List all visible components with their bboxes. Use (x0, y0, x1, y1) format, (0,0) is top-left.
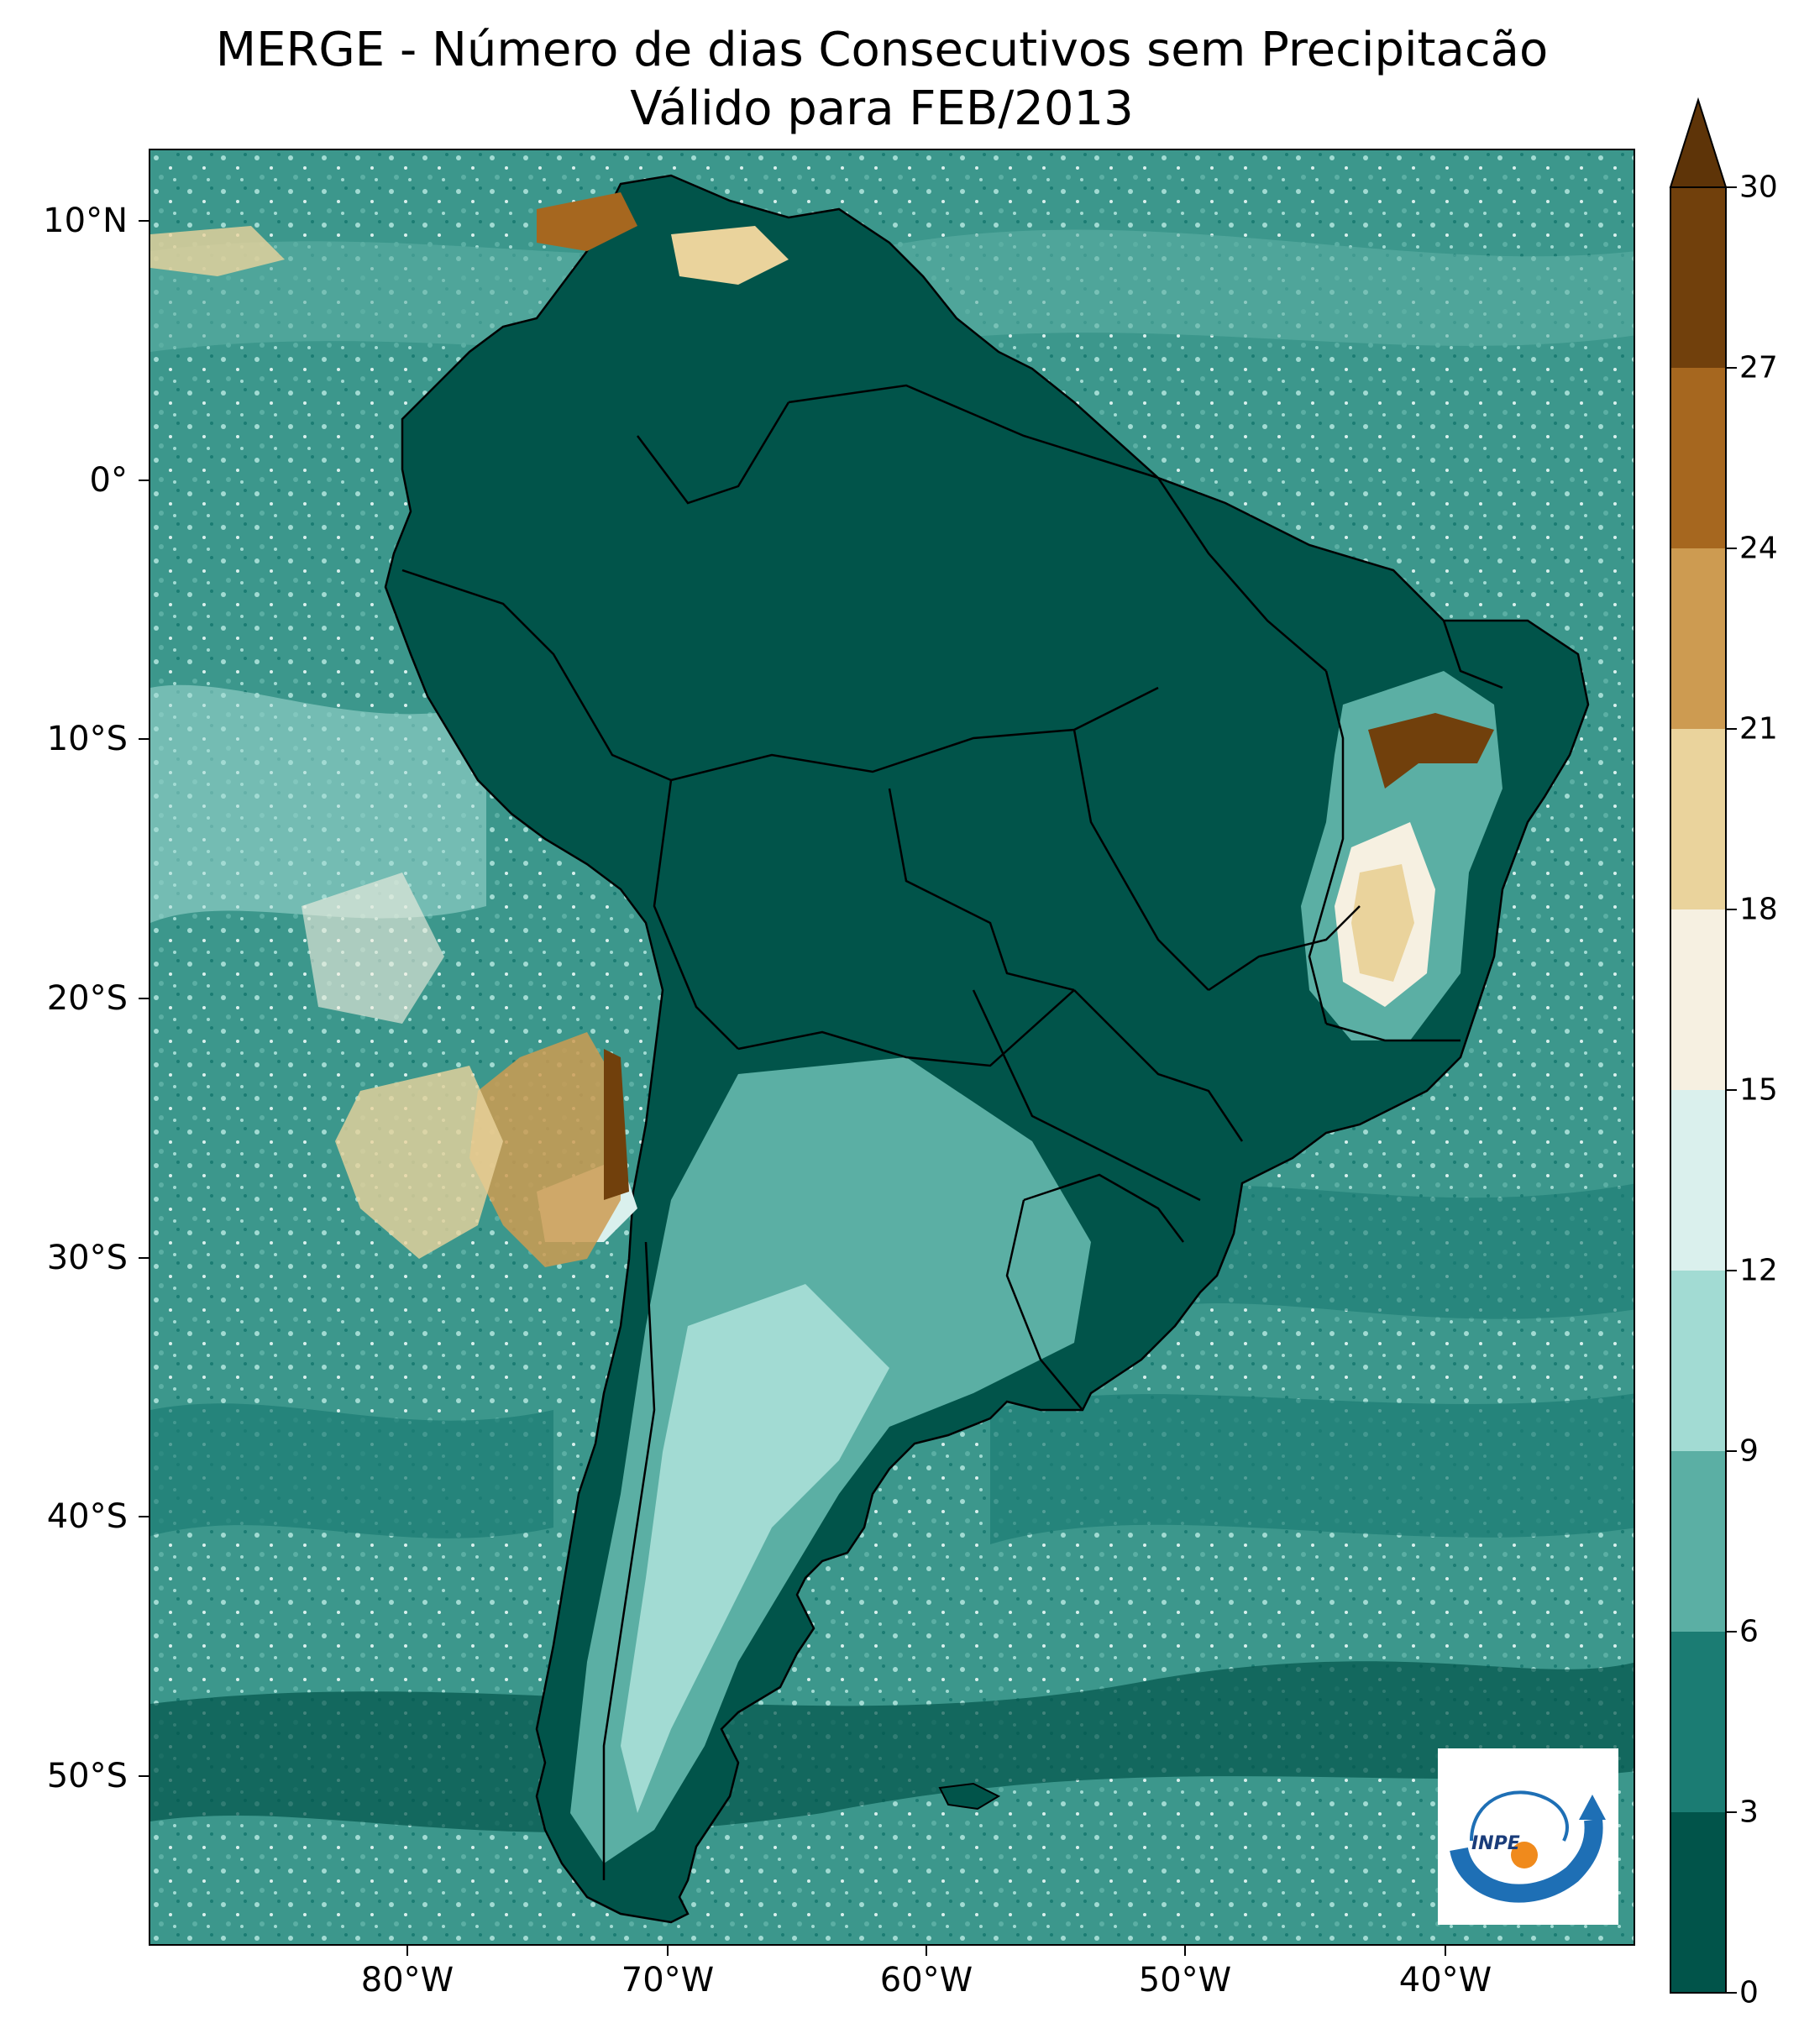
falkland-islands (938, 1782, 1001, 1811)
lat-tick (139, 738, 149, 740)
colorbar-tick (1727, 1992, 1737, 1994)
land-dry-region (621, 1284, 889, 1813)
colorbar-segment (1670, 909, 1726, 1090)
lat-label-10s: 10°S (46, 720, 128, 758)
lon-tick (1184, 1946, 1186, 1956)
map-subtitle: Válido para FEB/2013 (630, 81, 1134, 136)
colorbar-segment (1670, 1090, 1726, 1271)
lat-tick (139, 1516, 149, 1517)
colorbar-segment (1670, 1812, 1726, 1993)
inpe-logo-text: INPE (1471, 1833, 1520, 1854)
lat-label-10n: 10°N (43, 202, 128, 240)
colorbar-tick (1727, 1631, 1737, 1633)
precipitation-map (150, 150, 1634, 1944)
colorbar-segment (1670, 1271, 1726, 1451)
lon-tick (406, 1946, 408, 1956)
colorbar-tick-label: 15 (1739, 1072, 1778, 1108)
lat-label-50s: 50°S (46, 1757, 128, 1795)
lon-tick (1445, 1946, 1446, 1956)
colorbar (1667, 97, 1743, 1994)
lon-label-60w: 60°W (879, 1961, 973, 1999)
colorbar-tick-label: 24 (1739, 531, 1778, 566)
colorbar-segments (1670, 187, 1726, 1993)
colorbar-tick-label: 18 (1739, 892, 1778, 927)
lat-label-0: 0° (89, 461, 128, 500)
north-dry-patch (671, 226, 789, 285)
lat-label-40s: 40°S (46, 1497, 128, 1536)
colorbar-tick-label: 12 (1739, 1253, 1778, 1288)
lon-label-70w: 70°W (621, 1961, 715, 1999)
coastal-very-dry (604, 1049, 629, 1200)
lat-tick (139, 220, 149, 222)
colorbar-tick (1727, 367, 1737, 369)
map-area (149, 149, 1635, 1946)
lon-label-40w: 40°W (1398, 1961, 1492, 1999)
map-title: MERGE - Número de dias Consecutivos sem … (215, 23, 1549, 77)
colorbar-segment (1670, 548, 1726, 729)
lon-tick (667, 1946, 669, 1956)
colorbar-tick (1727, 1089, 1737, 1091)
colorbar-tick (1727, 186, 1737, 188)
colorbar-extend-arrow (1669, 97, 1728, 188)
colorbar-tick (1727, 1270, 1737, 1271)
lon-tick (926, 1946, 927, 1956)
colorbar-segment (1670, 1632, 1726, 1812)
lat-label-30s: 30°S (46, 1239, 128, 1277)
inpe-logo-graphic: INPE (1450, 1790, 1606, 1903)
colorbar-tick-label: 9 (1739, 1433, 1759, 1469)
ocean-band (150, 1661, 1634, 1832)
colorbar-tick (1727, 1450, 1737, 1452)
ocean-band (150, 684, 486, 923)
colorbar-tick (1727, 909, 1737, 910)
coastal-dry-strip (469, 1032, 621, 1267)
colorbar-tick (1727, 548, 1737, 549)
ocean-band (150, 1403, 553, 1538)
inpe-logo: INPE (1438, 1748, 1618, 1925)
colorbar-frame (1670, 186, 1727, 1994)
colorbar-tick-label: 30 (1739, 170, 1778, 205)
colorbar-svg (1669, 97, 1728, 1994)
land-dry-region (1351, 864, 1414, 982)
lat-tick (139, 480, 149, 481)
north-dry-patch (537, 192, 637, 251)
ocean-dry-patch (302, 873, 444, 1024)
ocean-dry-patch (335, 1066, 503, 1259)
colorbar-segment (1670, 1451, 1726, 1632)
lon-label-80w: 80°W (360, 1961, 454, 1999)
lon-label-50w: 50°W (1138, 1961, 1232, 1999)
lat-tick (139, 1775, 149, 1777)
lat-tick (139, 998, 149, 999)
colorbar-tick-label: 27 (1739, 350, 1778, 385)
colorbar-tick (1727, 1811, 1737, 1813)
colorbar-tick (1727, 728, 1737, 730)
colorbar-segment (1670, 729, 1726, 909)
lat-label-20s: 20°S (46, 979, 128, 1018)
colorbar-segment (1670, 187, 1726, 368)
ocean-band (1116, 1183, 1634, 1319)
colorbar-tick-label: 21 (1739, 711, 1778, 747)
north-dry-patch (150, 226, 285, 276)
colorbar-segment (1670, 368, 1726, 548)
colorbar-tick-label: 6 (1739, 1614, 1759, 1649)
political-borders (401, 384, 1503, 1880)
colorbar-tick-label: 0 (1739, 1975, 1759, 2010)
colorbar-tick-label: 3 (1739, 1795, 1759, 1830)
ocean-band (990, 1393, 1634, 1544)
lat-tick (139, 1257, 149, 1259)
land-very-dry (1368, 713, 1494, 789)
